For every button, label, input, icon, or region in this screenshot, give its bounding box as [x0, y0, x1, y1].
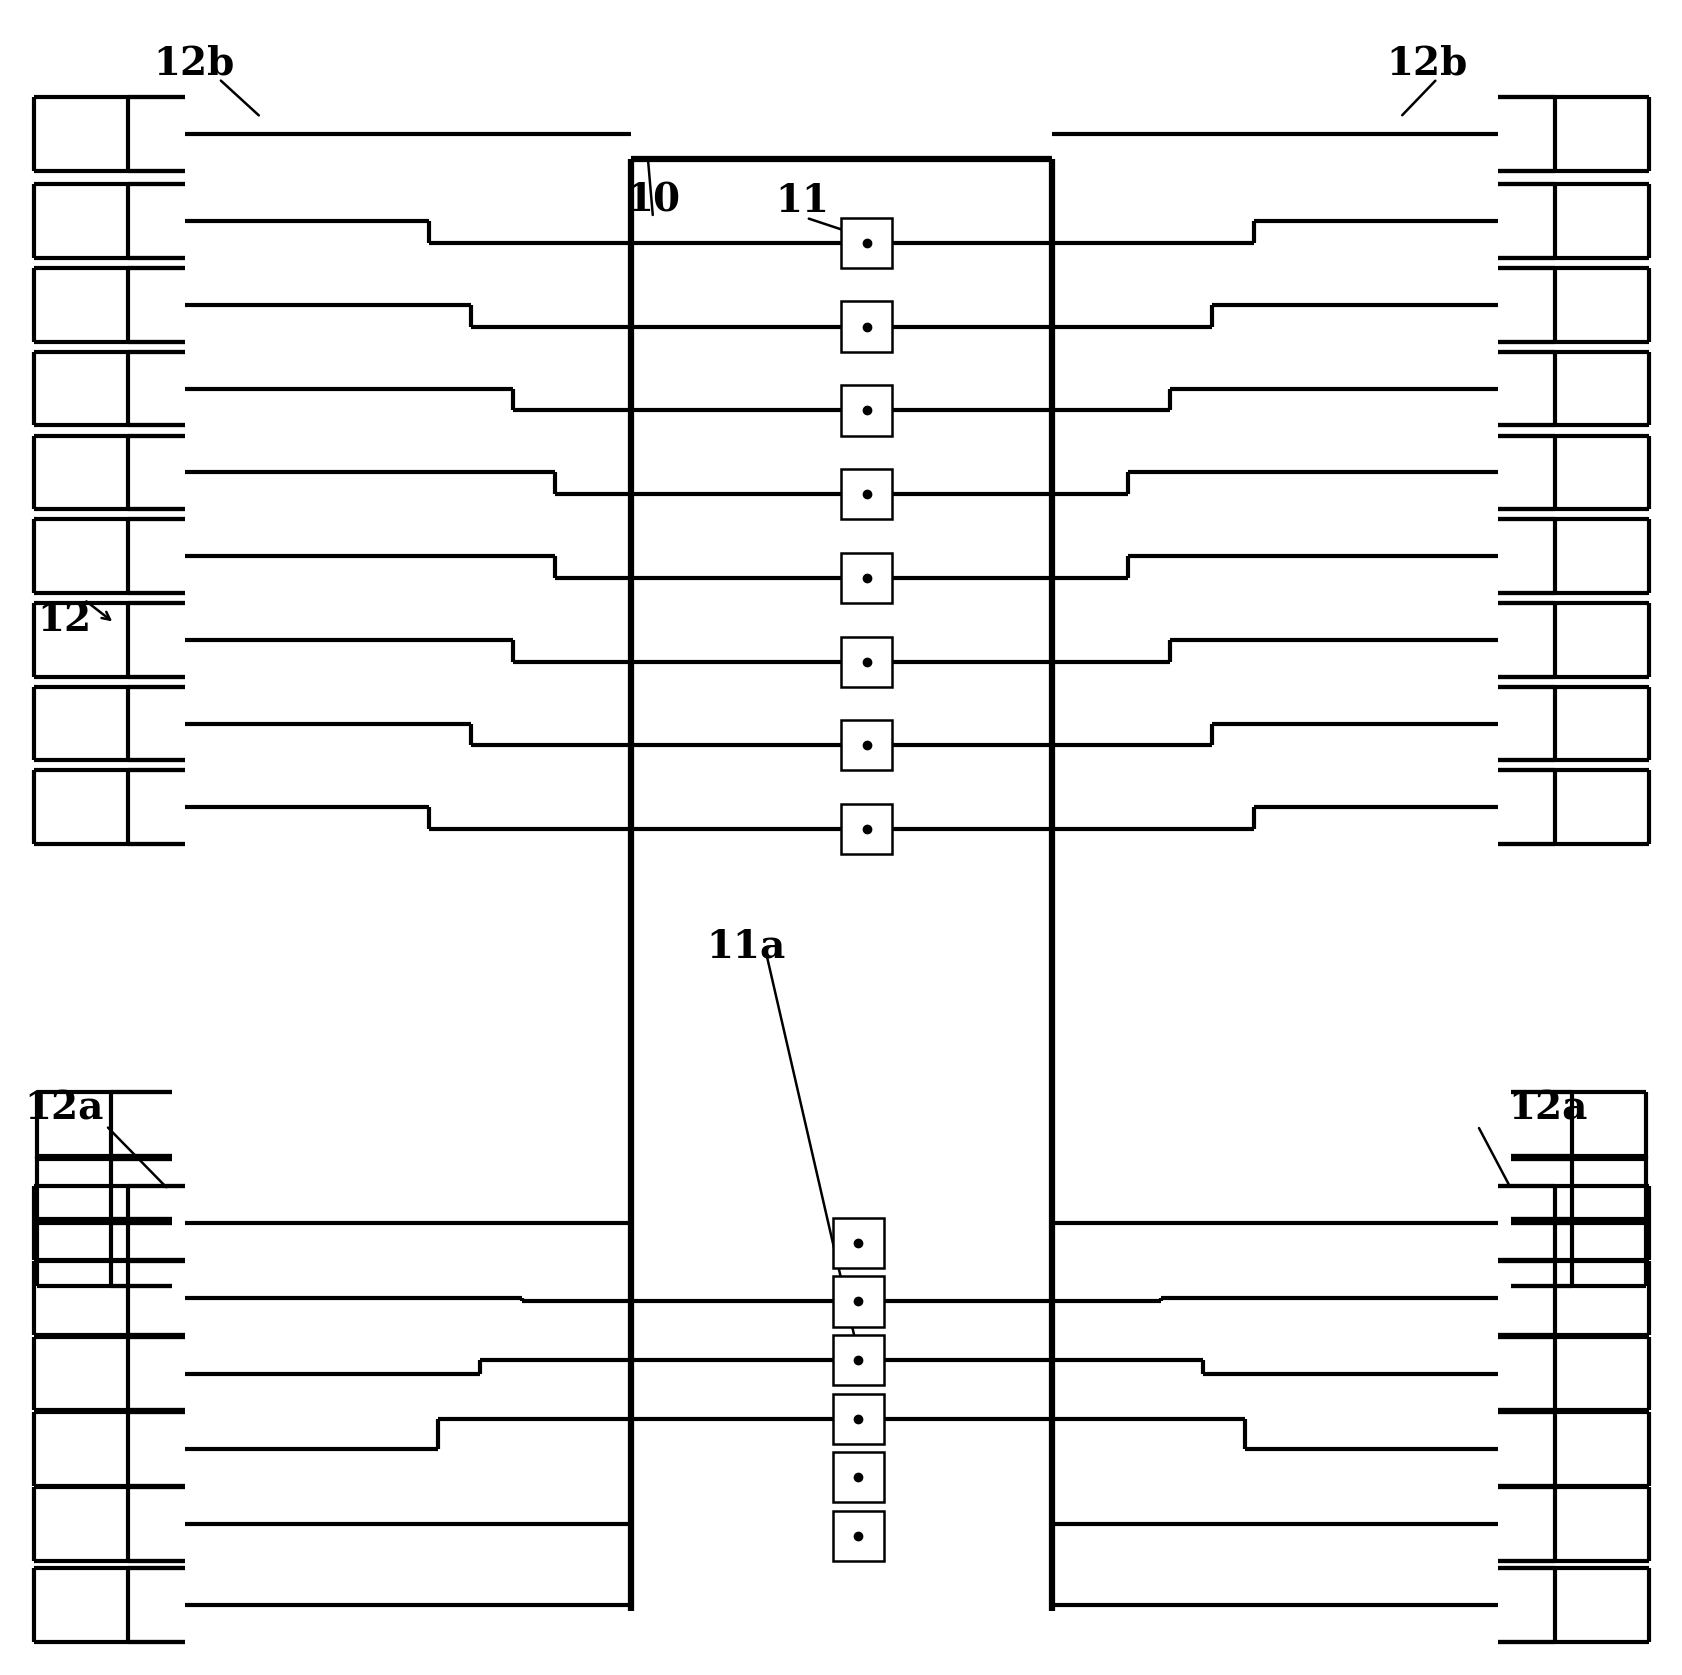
Bar	[841, 804, 891, 854]
Bar	[833, 1511, 883, 1561]
Text: 10: 10	[626, 183, 680, 219]
Text: 12a: 12a	[24, 1090, 104, 1127]
Bar	[841, 218, 891, 268]
Bar	[841, 469, 891, 519]
Bar	[841, 720, 891, 770]
Bar	[833, 1394, 883, 1444]
Bar	[833, 1218, 883, 1268]
Text: 12: 12	[37, 601, 91, 638]
Text: 11a: 11a	[705, 928, 785, 965]
Bar	[833, 1452, 883, 1502]
Text: 11: 11	[775, 183, 829, 219]
Text: 12b: 12b	[1386, 45, 1467, 82]
Bar	[833, 1335, 883, 1385]
Bar	[841, 636, 891, 687]
Text: 12a: 12a	[1507, 1090, 1588, 1127]
Bar	[833, 1276, 883, 1327]
Text: 12b: 12b	[153, 45, 234, 82]
Bar	[841, 302, 891, 352]
Bar	[841, 553, 891, 603]
Bar	[841, 385, 891, 436]
